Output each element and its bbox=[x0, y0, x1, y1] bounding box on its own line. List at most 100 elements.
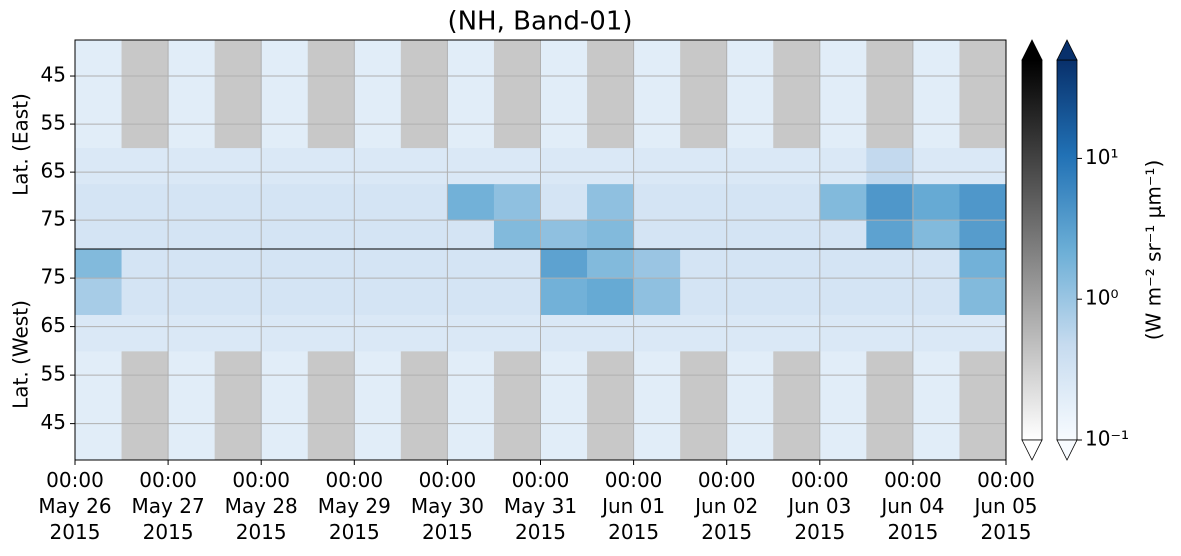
heat-cell bbox=[354, 350, 402, 388]
colorbar-tick-label: 10⁰ bbox=[1085, 286, 1118, 310]
y-tick-label: 75 bbox=[41, 265, 66, 289]
heat-cell bbox=[866, 314, 914, 352]
heat-cell bbox=[773, 184, 821, 221]
x-tick-label: 00:00 May 30 2015 bbox=[411, 468, 484, 544]
heat-cell bbox=[400, 278, 448, 315]
heat-cell bbox=[819, 350, 867, 388]
heat-cell bbox=[819, 423, 867, 461]
heat-cell bbox=[214, 350, 262, 388]
heat-cell bbox=[866, 76, 914, 113]
heat-cell bbox=[633, 350, 681, 388]
heat-cell bbox=[819, 278, 867, 315]
heat-cell bbox=[540, 112, 588, 149]
heat-cell bbox=[726, 148, 774, 185]
heat-cell bbox=[540, 278, 588, 315]
heat-cell bbox=[540, 184, 588, 221]
y-axis-label: Lat. (East) bbox=[9, 93, 33, 196]
heat-cell bbox=[400, 184, 448, 221]
heat-cell bbox=[540, 76, 588, 113]
heat-cell bbox=[214, 40, 262, 77]
heat-cell bbox=[587, 184, 635, 221]
heat-cell bbox=[819, 76, 867, 113]
heat-cell bbox=[261, 40, 309, 77]
heat-cell bbox=[726, 112, 774, 149]
colorbar-extend bbox=[1021, 439, 1043, 461]
heat-cell bbox=[354, 112, 402, 149]
heat-cell bbox=[75, 423, 123, 461]
heat-cell bbox=[261, 423, 309, 461]
heat-cell bbox=[75, 184, 123, 221]
heat-cell bbox=[354, 423, 402, 461]
heat-cell bbox=[121, 184, 169, 221]
heat-cell bbox=[447, 423, 495, 461]
heat-cell bbox=[307, 76, 355, 113]
heat-cell bbox=[75, 112, 123, 149]
heat-cell bbox=[307, 314, 355, 352]
heat-cell bbox=[726, 350, 774, 388]
heat-cell bbox=[959, 220, 1007, 250]
heat-cell bbox=[680, 249, 728, 279]
heat-cell bbox=[726, 76, 774, 113]
heat-cell bbox=[726, 40, 774, 77]
heat-cell bbox=[214, 423, 262, 461]
colorbar-extend bbox=[1056, 39, 1078, 61]
x-tick-label: 00:00 Jun 01 2015 bbox=[600, 468, 665, 544]
heat-cell bbox=[773, 278, 821, 315]
heat-cell bbox=[214, 278, 262, 315]
heat-cell bbox=[400, 220, 448, 250]
heat-cell bbox=[493, 148, 541, 185]
heat-cell bbox=[75, 148, 123, 185]
x-tick-label: 00:00 May 26 2015 bbox=[38, 468, 111, 544]
heat-cell bbox=[866, 249, 914, 279]
heat-cell bbox=[680, 184, 728, 221]
heat-cell bbox=[540, 350, 588, 388]
heat-cell bbox=[773, 423, 821, 461]
heat-cell bbox=[168, 278, 216, 315]
heat-cell bbox=[214, 387, 262, 425]
heat-cell bbox=[912, 112, 960, 149]
heat-cell bbox=[307, 220, 355, 250]
heat-cell bbox=[400, 40, 448, 77]
heat-cell bbox=[959, 278, 1007, 315]
heat-cell bbox=[121, 148, 169, 185]
heat-cell bbox=[587, 278, 635, 315]
heat-cell bbox=[633, 249, 681, 279]
heat-cell bbox=[261, 278, 309, 315]
heat-cell bbox=[866, 40, 914, 77]
heat-cell bbox=[168, 350, 216, 388]
heat-cell bbox=[540, 314, 588, 352]
heat-cell bbox=[587, 148, 635, 185]
heat-cell bbox=[773, 314, 821, 352]
heat-cell bbox=[773, 148, 821, 185]
heat-cell bbox=[400, 314, 448, 352]
heat-cell bbox=[354, 314, 402, 352]
heat-cell bbox=[75, 40, 123, 77]
heat-cell bbox=[261, 220, 309, 250]
heat-cell bbox=[447, 249, 495, 279]
heat-cell bbox=[75, 387, 123, 425]
heat-cell bbox=[912, 423, 960, 461]
heat-cell bbox=[819, 40, 867, 77]
heat-cell bbox=[912, 314, 960, 352]
heat-cell bbox=[680, 112, 728, 149]
heat-cell bbox=[587, 76, 635, 113]
heat-cell bbox=[354, 184, 402, 221]
heat-cell bbox=[959, 387, 1007, 425]
heat-cell bbox=[912, 350, 960, 388]
heat-cell bbox=[261, 184, 309, 221]
heat-cell bbox=[261, 314, 309, 352]
heat-cell bbox=[680, 40, 728, 77]
heat-cell bbox=[912, 278, 960, 315]
heat-cell bbox=[633, 40, 681, 77]
heat-cell bbox=[959, 423, 1007, 461]
heat-cell bbox=[400, 249, 448, 279]
heat-cell bbox=[493, 278, 541, 315]
heat-cell bbox=[633, 184, 681, 221]
heat-cell bbox=[447, 184, 495, 221]
heat-cell bbox=[587, 112, 635, 149]
heat-cell bbox=[75, 220, 123, 250]
heat-cell bbox=[587, 314, 635, 352]
heat-cell bbox=[633, 76, 681, 113]
heat-cell bbox=[214, 249, 262, 279]
heat-cell bbox=[959, 76, 1007, 113]
